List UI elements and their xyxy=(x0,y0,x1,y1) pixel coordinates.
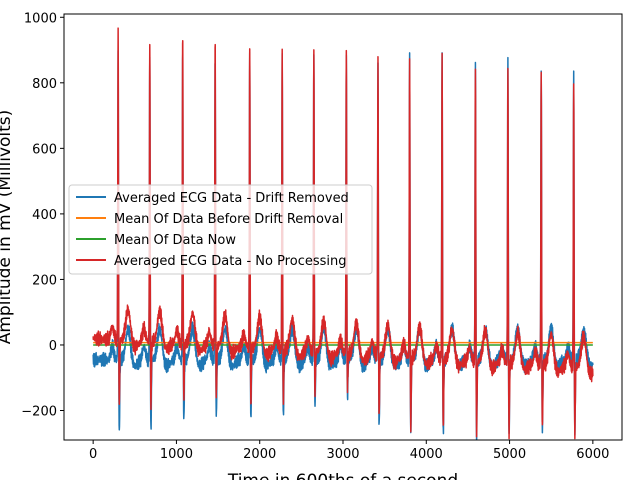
y-tick-label: 800 xyxy=(32,77,57,92)
y-tick-label: 0 xyxy=(49,339,57,354)
y-axis-label: Amplitude in mV (Millivolts) xyxy=(0,110,15,345)
x-tick-label: 1000 xyxy=(160,447,193,462)
legend-label-mean-before: Mean Of Data Before Drift Removal xyxy=(114,212,343,227)
x-tick-label: 4000 xyxy=(410,447,443,462)
x-axis-label: Time in 600ths of a second xyxy=(227,471,458,480)
x-tick-label: 0 xyxy=(89,447,97,462)
legend-label-drift-removed: Averaged ECG Data - Drift Removed xyxy=(114,191,349,206)
series-layer xyxy=(92,27,594,440)
legend-frame xyxy=(68,184,373,275)
legend-label-no-processing: Averaged ECG Data - No Processing xyxy=(114,254,347,269)
y-tick-label: 200 xyxy=(32,273,57,288)
x-tick-label: 2000 xyxy=(243,447,276,462)
y-tick-label: 400 xyxy=(32,208,57,223)
legend-label-mean-now: Mean Of Data Now xyxy=(114,233,236,248)
x-tick-label: 6000 xyxy=(576,447,609,462)
legend: Averaged ECG Data - Drift Removed Mean O… xyxy=(68,184,373,275)
y-tick-label: 1000 xyxy=(24,11,57,26)
y-axis: −200 0 200 400 600 800 1000 xyxy=(21,11,64,420)
y-tick-label: −200 xyxy=(21,405,57,420)
x-tick-label: 3000 xyxy=(326,447,359,462)
x-tick-label: 5000 xyxy=(493,447,526,462)
x-axis: 0 1000 2000 3000 4000 5000 6000 xyxy=(89,440,609,462)
y-tick-label: 600 xyxy=(32,142,57,157)
series-line-no-processing xyxy=(92,27,594,440)
